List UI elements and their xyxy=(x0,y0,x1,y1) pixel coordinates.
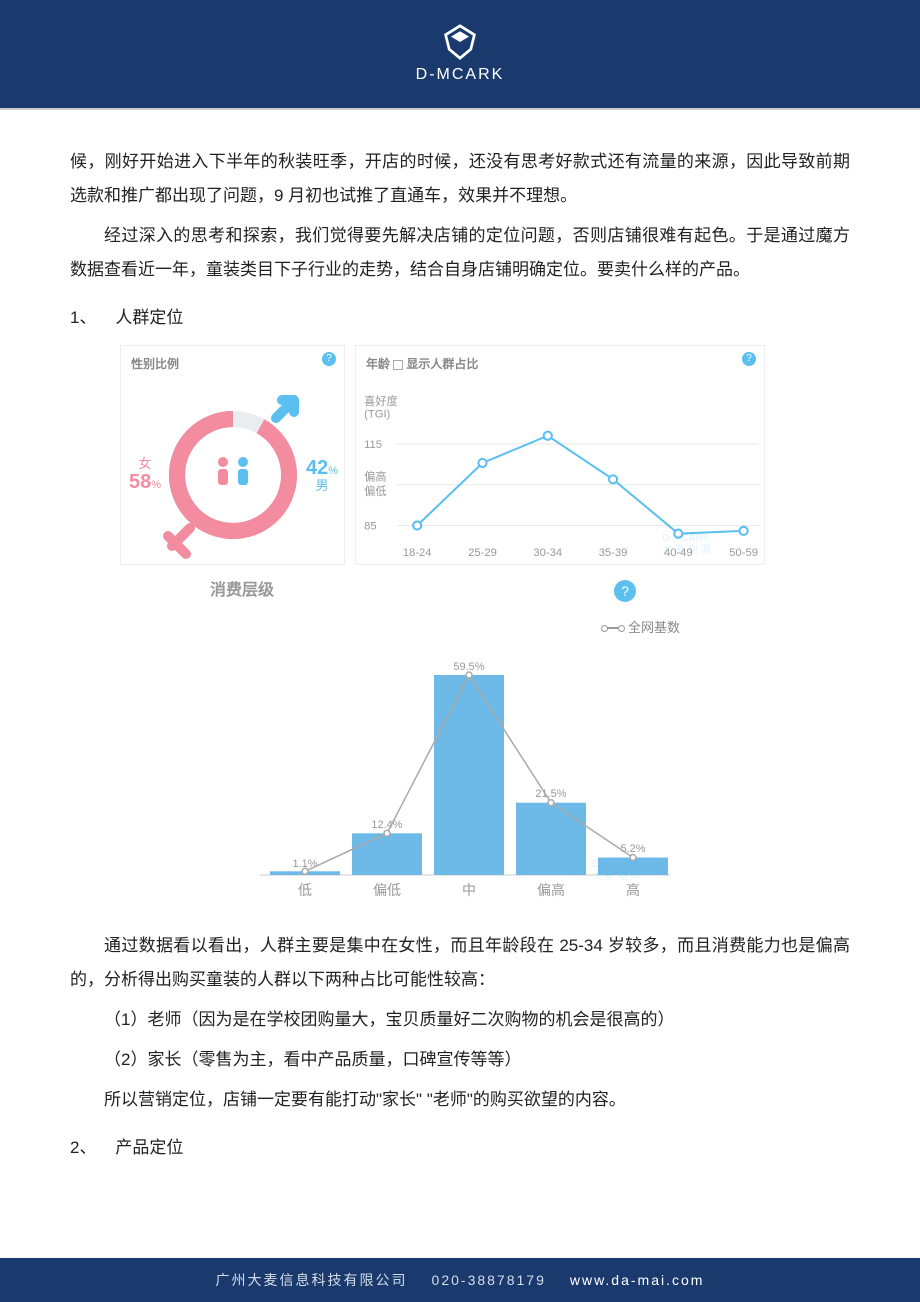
cat-2: 中 xyxy=(462,882,476,898)
page-footer: 广州大麦信息科技有限公司 020-38878179 www.da-mai.com xyxy=(0,1258,920,1302)
consume-bar-chart: 1.1% 12.4% 59.5% 21.5% 5.2% 低 偏低 中 偏高 高 … xyxy=(240,645,680,917)
section-1-heading: 1、 人群定位 xyxy=(70,301,850,335)
male-pct: 42 xyxy=(306,457,328,479)
checkbox-icon[interactable] xyxy=(393,360,403,370)
gender-panel-title: 性别比例 xyxy=(121,346,344,382)
brand-logo: D-MCARK xyxy=(416,24,505,84)
paragraph-3: 通过数据看以看出，人群主要是集中在女性，而且年龄段在 25-34 岁较多，而且消… xyxy=(70,929,850,997)
help-icon[interactable]: ? xyxy=(322,352,336,366)
bar-label-1: 12.4% xyxy=(371,819,402,831)
ytick-85: 85 xyxy=(364,521,376,533)
paragraph-4: （1）老师（因为是在学校团购量大，宝贝质量好二次购物的机会是很高的） xyxy=(70,1003,850,1037)
ylabel-high: 偏高 xyxy=(364,470,386,484)
bar-label-2: 59.5% xyxy=(453,661,484,673)
consume-title: 消费层级 xyxy=(210,575,274,607)
xcat-3: 35-39 xyxy=(599,547,628,559)
help-icon[interactable]: ? xyxy=(614,580,636,602)
footer-company: 广州大麦信息科技有限公司 xyxy=(216,1270,408,1290)
ytick-115: 115 xyxy=(364,439,382,451)
xcat-0: 18-24 xyxy=(403,547,432,559)
page-header: D-MCARK xyxy=(0,0,920,110)
ylabel-low: 偏低 xyxy=(364,484,386,498)
donut-svg xyxy=(148,390,318,560)
age-panel-title: 年龄 显示人群占比 xyxy=(356,346,764,382)
paragraph-5: （2）家长（零售为主，看中产品质量，口碑宣传等等） xyxy=(70,1043,850,1077)
paragraph-1: 候，刚好开始进入下半年的秋装旺季，开店的时候，还没有思考好款式还有流量的来源，因… xyxy=(70,145,850,213)
paragraph-2: 经过深入的思考和探索，我们觉得要先解决店铺的定位问题，否则店铺很难有起色。于是通… xyxy=(70,219,850,287)
gender-ratio-panel: 性别比例 ? xyxy=(120,345,345,565)
cat-4: 高 xyxy=(626,882,640,898)
section-2-title: 产品定位 xyxy=(115,1138,183,1157)
female-label: 女 58% xyxy=(129,457,161,493)
footer-website: www.da-mai.com xyxy=(570,1272,705,1288)
section-2-number: 2、 xyxy=(70,1138,96,1157)
female-text: 女 xyxy=(129,457,161,471)
footer-phone: 020-38878179 xyxy=(432,1272,546,1288)
chart-row-top: 性别比例 ? xyxy=(120,345,850,565)
cat-0: 低 xyxy=(298,882,312,898)
legend-line-icon xyxy=(602,627,624,629)
male-text: 男 xyxy=(306,479,338,493)
consume-legend: 全网基数 xyxy=(70,615,680,641)
female-unit: % xyxy=(151,479,161,491)
y-axis-title-2: (TGI) xyxy=(364,408,390,420)
cat-3: 偏高 xyxy=(537,882,565,898)
bar-svg: 1.1% 12.4% 59.5% 21.5% 5.2% 低 偏低 中 偏高 高 … xyxy=(240,645,680,905)
male-label: 42% 男 xyxy=(306,457,338,493)
female-pct: 58 xyxy=(129,471,151,493)
male-unit: % xyxy=(328,465,338,477)
age-line-chart: 喜好度 (TGI) 115 偏高 偏低 85 18-24 xyxy=(356,382,764,567)
logo-icon xyxy=(442,24,478,60)
y-axis-title-1: 喜好度 xyxy=(364,394,398,408)
legend-text: 全网基数 xyxy=(628,615,680,641)
watermark: D-MCARK xyxy=(592,859,639,870)
age-title-prefix: 年龄 xyxy=(366,357,390,371)
consume-title-row: 消费层级 ? xyxy=(210,575,850,607)
age-tgi-panel: 年龄 显示人群占比 ? 喜好度 (TGI) 115 偏高 偏低 85 xyxy=(355,345,765,565)
help-icon[interactable]: ? xyxy=(742,352,756,366)
bar-label-3: 21.5% xyxy=(535,788,566,800)
section-1-number: 1、 xyxy=(70,308,96,327)
watermark-2: 大 麦 电 商 xyxy=(592,869,640,882)
document-body: 候，刚好开始进入下半年的秋装旺季，开店的时候，还没有思考好款式还有流量的来源，因… xyxy=(0,110,920,1165)
paragraph-6: 所以营销定位，店铺一定要有能打动"家长" "老师"的购买欲望的内容。 xyxy=(70,1083,850,1117)
bar-label-4: 5.2% xyxy=(620,843,645,855)
checkbox-label: 显示人群占比 xyxy=(406,357,478,371)
cat-1: 偏低 xyxy=(373,882,401,898)
logo-text: D-MCARK xyxy=(416,66,505,84)
xcat-5: 50-59 xyxy=(729,547,758,559)
section-1-title: 人群定位 xyxy=(115,308,183,327)
xcat-1: 25-29 xyxy=(468,547,497,559)
section-2-heading: 2、 产品定位 xyxy=(70,1131,850,1165)
watermark-2: 大 麦 电 商 xyxy=(662,543,711,556)
bars xyxy=(270,675,668,875)
watermark: D-MCARK xyxy=(662,533,710,544)
donut-chart: 女 58% 42% 男 xyxy=(121,382,344,567)
xcat-2: 30-34 xyxy=(533,547,562,559)
